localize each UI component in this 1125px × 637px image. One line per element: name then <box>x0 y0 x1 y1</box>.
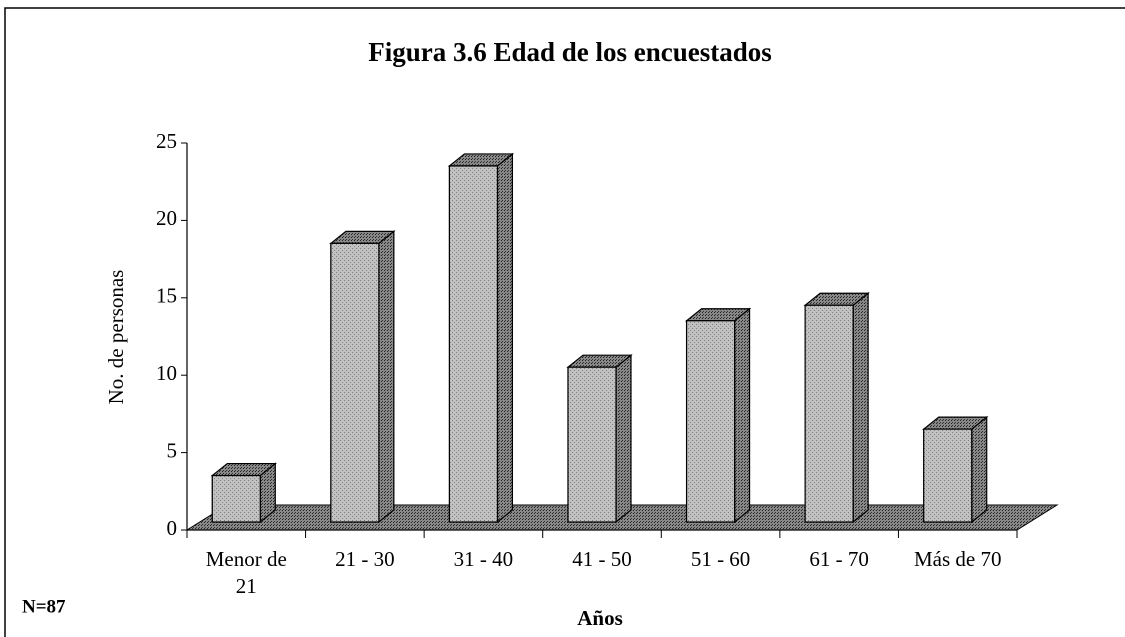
bar <box>803 292 870 524</box>
bar <box>684 307 752 524</box>
x-tick-label: Más de 70 <box>913 547 1002 571</box>
bar-texture <box>567 366 617 523</box>
bar-texture <box>804 304 854 523</box>
x-axis-label: Años <box>577 606 623 630</box>
chart-title: Figura 3.6 Edad de los encuestados <box>368 37 772 67</box>
bar-side <box>971 415 988 524</box>
frame <box>4 7 1125 637</box>
x-tick-label: 41 - 50 <box>572 547 632 571</box>
x-tick-label: 21 - 30 <box>335 547 395 571</box>
bar-side <box>496 152 514 524</box>
bar <box>329 230 396 524</box>
x-tick-label: Menor de 21 <box>205 547 287 598</box>
bar <box>447 152 515 524</box>
y-tick-label: 0 <box>167 516 178 540</box>
y-tick-label: 10 <box>156 361 177 385</box>
y-tick-label: 15 <box>156 284 177 308</box>
y-tick-label: 20 <box>156 206 177 230</box>
bar-texture <box>923 428 973 523</box>
y-tick-label: 25 <box>156 129 177 153</box>
bar-side <box>852 292 869 524</box>
bar <box>566 353 633 524</box>
note: N=87 <box>22 596 66 617</box>
y-tick-label: 5 <box>167 438 178 462</box>
bar-texture <box>211 474 261 523</box>
bar <box>210 462 277 524</box>
bar <box>922 415 989 524</box>
y-axis-label: No. de personas <box>104 270 128 405</box>
bar-texture <box>330 242 380 523</box>
bar-side <box>378 230 395 524</box>
x-tick-label: 61 - 70 <box>809 547 869 571</box>
bar-side <box>615 353 632 524</box>
bar-side <box>733 307 751 524</box>
bar-texture <box>685 320 736 523</box>
bar-texture <box>448 165 499 523</box>
x-tick-label: 51 - 60 <box>690 547 751 571</box>
x-tick-label: 31 - 40 <box>453 547 514 571</box>
